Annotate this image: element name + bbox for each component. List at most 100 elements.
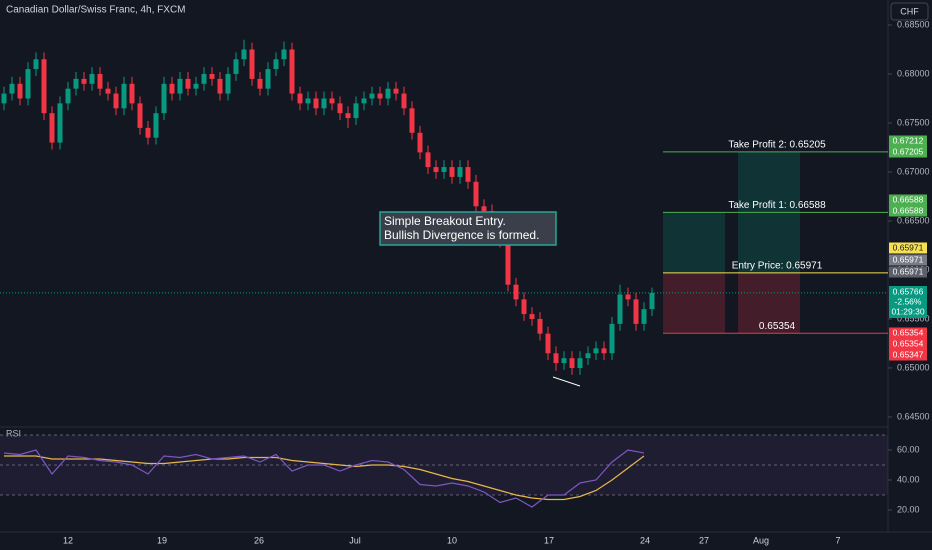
annotation-text: Bullish Divergence is formed. xyxy=(384,228,539,242)
time-tick-label: 27 xyxy=(699,535,709,545)
profit-zone xyxy=(663,212,725,273)
candle-body xyxy=(513,284,519,300)
price-badge xyxy=(889,135,927,147)
price-badge xyxy=(889,266,927,278)
candle-body xyxy=(49,113,55,143)
candle-body xyxy=(561,358,567,364)
candle-body xyxy=(313,98,319,109)
candle-body xyxy=(361,98,367,104)
candle-body xyxy=(625,294,631,300)
candle-body xyxy=(369,93,375,99)
candle-body xyxy=(481,206,487,212)
candle-body xyxy=(377,93,383,99)
price-tick-label: 0.65500 xyxy=(897,313,930,323)
candle-body xyxy=(553,353,559,364)
current-price-text: -2.56% xyxy=(895,296,922,306)
rsi-tick-label: 20.00 xyxy=(897,504,920,514)
candle-body xyxy=(265,69,271,89)
candle-body xyxy=(441,167,447,172)
candle-body xyxy=(585,353,591,359)
rsi-tick-label: 40.00 xyxy=(897,474,920,484)
price-tick-label: 0.66500 xyxy=(897,215,930,225)
price-badge xyxy=(889,349,927,361)
candle-body xyxy=(57,103,63,143)
candle-body xyxy=(17,83,23,99)
candle-body xyxy=(529,314,535,319)
annotation-text: Simple Breakout Entry. xyxy=(384,214,506,228)
time-tick-label: 26 xyxy=(254,535,264,545)
time-tick-label: 7 xyxy=(835,535,840,545)
candle-body xyxy=(225,73,231,94)
candle-body xyxy=(193,83,199,89)
price-badge xyxy=(889,146,927,158)
price-badge-label: 0.67212 xyxy=(893,135,924,145)
level-label: Take Profit 1: 0.66588 xyxy=(728,200,826,211)
loss-zone xyxy=(738,272,800,334)
price-badge xyxy=(889,338,927,350)
price-badge xyxy=(889,327,927,339)
candle-body xyxy=(249,49,255,79)
candle-body xyxy=(9,83,15,94)
price-badge-label: 0.65971 xyxy=(893,242,924,252)
candle-body xyxy=(113,93,119,109)
candle-body xyxy=(41,59,47,114)
candle-body xyxy=(465,167,471,182)
price-tick-label: 0.68500 xyxy=(897,19,930,29)
candle-body xyxy=(81,78,87,84)
price-badge-label: 0.65971 xyxy=(893,254,924,264)
candle-body xyxy=(593,348,599,354)
candle-body xyxy=(345,113,351,119)
price-tick-label: 0.64500 xyxy=(897,411,930,421)
candle-body xyxy=(273,59,279,70)
candle-body xyxy=(641,309,647,324)
current-price-text: 0.65766 xyxy=(893,286,924,296)
candle-body xyxy=(97,73,103,89)
candle-body xyxy=(433,167,439,172)
candle-body xyxy=(521,299,527,315)
annotation-box xyxy=(379,211,557,246)
candle-body xyxy=(449,167,455,177)
level-label: Take Profit 2: 0.65205 xyxy=(728,140,826,151)
candle-body xyxy=(457,167,463,177)
candle-body xyxy=(289,49,295,94)
candle-body xyxy=(577,358,583,368)
rsi-line xyxy=(3,449,645,508)
rsi-title: RSI xyxy=(6,428,21,438)
candle-body xyxy=(65,88,71,104)
price-badge-label: 0.65354 xyxy=(893,327,924,337)
candle-body xyxy=(409,108,415,133)
candle-body xyxy=(73,78,79,89)
divergence-line xyxy=(552,376,581,387)
level-label: Entry Price: 0.65971 xyxy=(732,260,823,271)
candle-body xyxy=(297,93,303,104)
candle-body xyxy=(305,98,311,104)
candle-body xyxy=(25,69,31,99)
candle-body xyxy=(417,132,423,153)
candle-body xyxy=(505,240,511,285)
candle-body xyxy=(425,152,431,168)
candle-body xyxy=(353,103,359,119)
price-tick-label: 0.68000 xyxy=(897,68,930,78)
time-tick-label: 12 xyxy=(63,535,73,545)
candle-body xyxy=(209,73,215,79)
candle-body xyxy=(329,98,335,104)
price-tick-label: 0.65000 xyxy=(897,362,930,372)
time-tick-label: 19 xyxy=(157,535,167,545)
currency-label[interactable]: CHF xyxy=(900,6,919,16)
candle-body xyxy=(633,299,639,324)
price-badge-label: 0.66588 xyxy=(893,205,924,215)
price-badge xyxy=(889,194,927,206)
currency-button[interactable] xyxy=(890,2,929,21)
candle-body xyxy=(601,348,607,354)
candle-body xyxy=(153,113,159,138)
candle-body xyxy=(281,49,287,60)
symbol-title: Canadian Dollar/Swiss Franc, 4h, FXCM xyxy=(6,5,186,16)
time-tick-label: 24 xyxy=(640,535,650,545)
price-tick-label: 0.67000 xyxy=(897,166,930,176)
current-price-text: 01:29:30 xyxy=(891,306,924,316)
candle-body xyxy=(201,73,207,84)
candle-body xyxy=(129,83,135,104)
candle-body xyxy=(321,98,327,109)
